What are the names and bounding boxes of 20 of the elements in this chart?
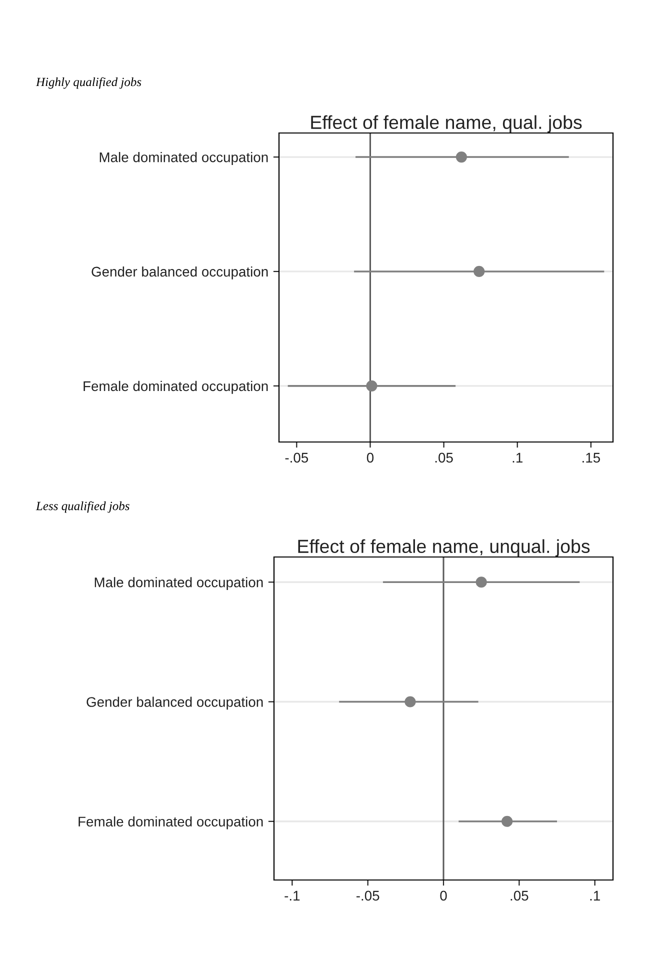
x-tick-label: .05 bbox=[510, 890, 528, 901]
x-tick-label: .1 bbox=[590, 890, 600, 900]
chart-title: Effect of female name, unqual. jobs bbox=[298, 539, 590, 557]
y-tick-label: Male dominated occupation bbox=[100, 152, 268, 165]
y-tick-label: Gender balanced occupation bbox=[86, 696, 263, 710]
x-tick-label: .15 bbox=[582, 452, 600, 463]
x-tick-label: .1 bbox=[512, 452, 522, 462]
chart-title: Effect of female name, qual. jobs bbox=[311, 115, 582, 133]
text: Less qualified jobs bbox=[36, 501, 130, 513]
x-tick-label: 0 bbox=[366, 452, 374, 463]
y-tick-label: Male dominated occupation bbox=[94, 577, 263, 590]
x-tick-label: 0 bbox=[440, 890, 447, 901]
x-tick-label: .05 bbox=[435, 452, 453, 463]
x-tick-label: -.1 bbox=[284, 890, 300, 900]
y-tick-label: Gender balanced occupation bbox=[92, 266, 268, 280]
text: Highly qualified jobs bbox=[36, 77, 142, 89]
x-tick-label: -.05 bbox=[356, 890, 380, 901]
y-tick-label: Female dominated occupation bbox=[84, 380, 268, 394]
x-tick-label: -.05 bbox=[285, 452, 308, 463]
y-tick-label: Female dominated occupation bbox=[78, 816, 263, 830]
